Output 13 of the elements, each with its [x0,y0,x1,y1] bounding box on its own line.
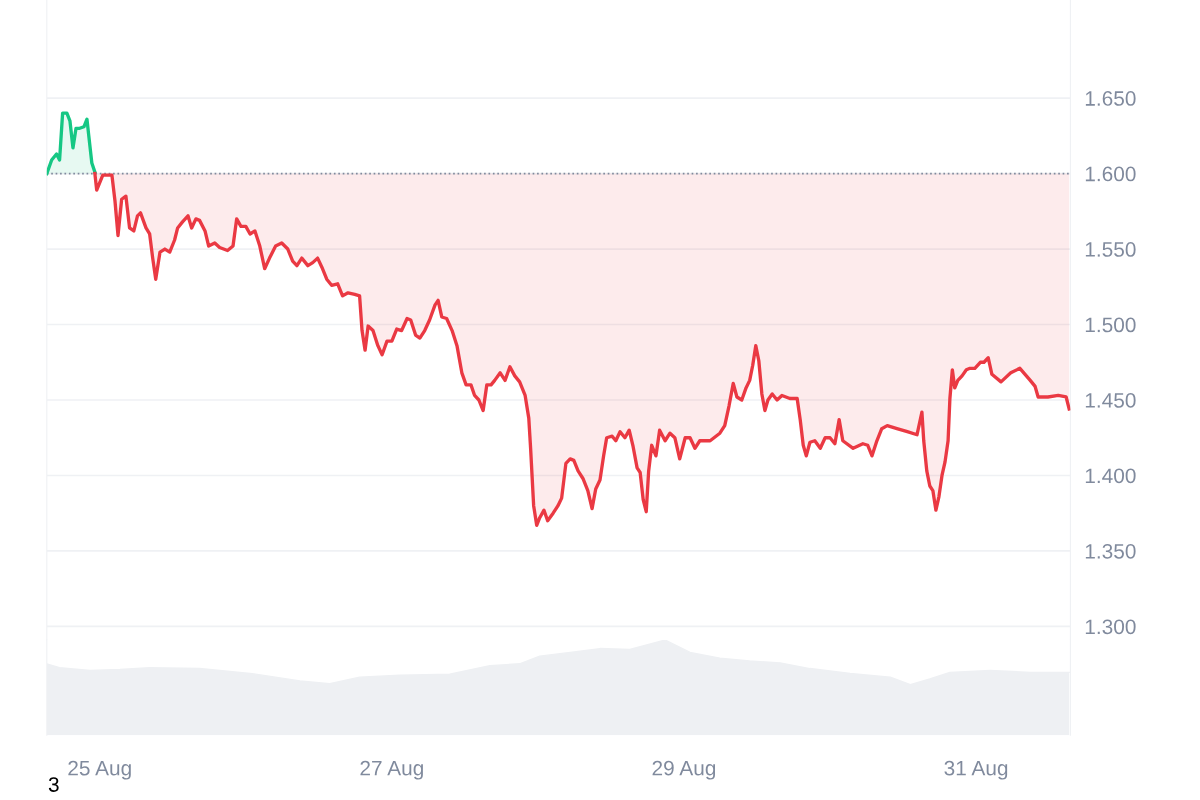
y-tick-label: 1.350 [1085,543,1136,559]
x-tick-label: 31 Aug [944,760,1008,780]
y-tick-label: 1.300 [1085,619,1136,635]
text: 3 [48,777,59,792]
y-tick-label: 1.600 [1085,166,1136,182]
x-tick-label: 29 Aug [652,760,716,780]
y-tick-label: 1.500 [1085,317,1136,333]
y-tick-label: 1.400 [1085,468,1136,484]
y-tick-label: 1.450 [1085,393,1136,408]
x-tick-label: 25 Aug [68,760,131,780]
y-tick-label: 1.650 [1085,91,1136,106]
y-tick-label: 1.550 [1085,242,1136,257]
x-tick-label: 27 Aug [360,760,423,780]
